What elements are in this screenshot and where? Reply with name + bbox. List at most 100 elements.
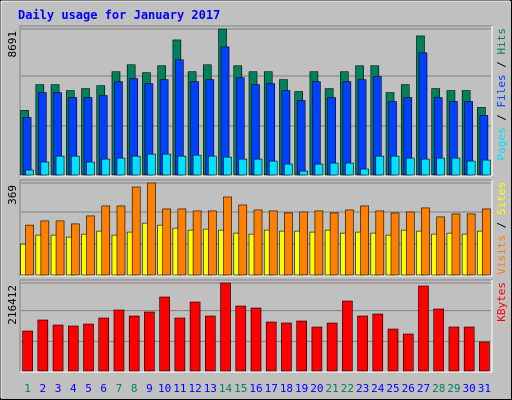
bar [250,307,262,372]
bar [345,209,354,276]
bar [448,326,460,372]
bar [55,220,65,276]
bar [116,205,126,276]
legend-separator: / [495,108,508,128]
legend-separator: / [495,215,508,235]
bar [299,170,308,176]
bar [284,212,293,276]
x-tick-label: 3 [55,382,62,395]
bar [101,158,111,176]
bar [466,213,476,276]
bar [177,208,187,276]
bar [144,311,155,372]
bar [482,208,491,276]
x-tick-label: 18 [280,382,293,395]
bar [223,196,232,276]
x-tick-label: 7 [116,382,123,395]
legend-entry: Hits [495,28,508,55]
x-tick-label: 19 [295,382,308,395]
bar [342,81,352,176]
bar [174,317,186,372]
legend: KBytes [495,282,508,322]
bar [418,285,429,372]
bar [405,211,415,276]
bar [463,326,475,372]
bar [25,224,34,276]
bar [70,223,80,276]
bar [208,155,217,176]
x-tick-label: 2 [40,382,47,395]
bar [482,159,491,176]
bar [86,215,95,276]
bar [479,341,490,372]
bar [296,320,307,372]
bar [466,160,476,176]
bar [421,158,430,176]
legend-entry: Visits [495,235,508,275]
bar [418,52,428,176]
bar [451,157,461,176]
bar [387,328,399,372]
bar [162,153,171,176]
bar [70,155,80,176]
bar [436,157,446,176]
bar [326,322,338,372]
bar [311,326,323,372]
y-tick-label: 216412 [6,285,19,325]
legend-entry: Sites [495,182,508,215]
x-tick-label: 15 [234,382,247,395]
bar [162,208,171,276]
bar [67,325,79,372]
bar [40,220,50,276]
legend-entry: Files [495,74,508,107]
bar [436,216,446,276]
bar [131,186,141,276]
bar [296,100,306,176]
x-tick-label: 16 [249,382,262,395]
bar [390,212,400,276]
x-tick-label: 4 [70,382,77,395]
x-tick-label: 13 [204,382,217,395]
bar [402,333,414,372]
bar [253,158,263,176]
bar [375,210,385,276]
legend-entry: KBytes [495,282,508,322]
bar [192,210,202,276]
x-tick-label: 5 [85,382,92,395]
bar [55,155,65,176]
bar [357,79,367,176]
bar [189,301,201,372]
x-tick-label: 8 [131,382,138,395]
bar [238,158,248,176]
bar [253,209,263,276]
bar [390,155,400,176]
bar [329,162,339,176]
bar [205,315,216,372]
bar [284,163,293,176]
x-tick-label: 20 [310,382,323,395]
bar [372,313,384,372]
x-tick-label: 25 [386,382,399,395]
bar [268,160,278,176]
x-tick-label: 24 [371,382,385,395]
x-tick-label: 23 [356,382,369,395]
x-tick-label: 10 [158,382,171,395]
bar [360,168,369,176]
x-tick-label: 28 [432,382,445,395]
bar [281,322,292,372]
bar [22,117,32,176]
x-tick-label: 21 [326,382,339,395]
x-tick-label: 17 [265,382,278,395]
bar [192,154,202,176]
bar [52,324,64,372]
bar [235,305,247,372]
bar [220,46,230,176]
bar [147,182,156,276]
x-tick-label: 22 [341,382,354,395]
x-tick-label: 31 [478,382,491,395]
bar [131,155,141,176]
bar [451,213,461,276]
bar [220,282,231,372]
bar [83,323,94,372]
